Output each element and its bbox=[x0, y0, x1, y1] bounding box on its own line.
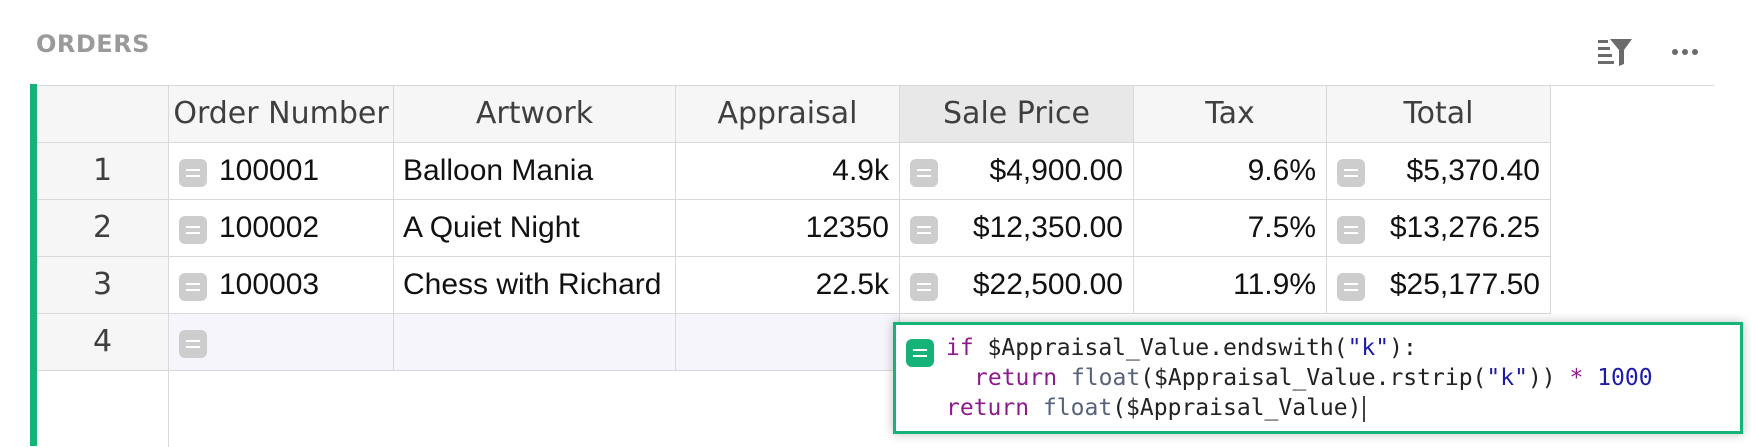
cell-order-number[interactable]: 100001 bbox=[169, 143, 394, 200]
code-text: ): bbox=[1389, 335, 1417, 361]
cell-total[interactable]: $13,276.25 bbox=[1327, 200, 1551, 257]
cell-order-number[interactable]: 100002 bbox=[169, 200, 394, 257]
code-string: "k" bbox=[1347, 335, 1390, 361]
row-number[interactable]: 2 bbox=[37, 200, 169, 257]
more-options-icon[interactable] bbox=[1667, 34, 1707, 70]
cell-artwork[interactable]: A Quiet Night bbox=[394, 200, 676, 257]
cell-text: $4,900.00 bbox=[989, 154, 1123, 187]
formula-icon[interactable] bbox=[1337, 216, 1365, 244]
cell-text: $22,500.00 bbox=[972, 268, 1123, 301]
code-keyword: return bbox=[946, 395, 1030, 421]
column-header-appraisal-value[interactable]: Appraisal Value bbox=[676, 86, 900, 143]
column-header-sale-price[interactable]: Sale Price bbox=[900, 86, 1134, 143]
code-function: float bbox=[1042, 395, 1113, 421]
code-operator: * bbox=[1569, 365, 1584, 391]
code-text: ($Appraisal_Value.rstrip( bbox=[1140, 365, 1487, 391]
cell-order-number[interactable]: 100003 bbox=[169, 257, 394, 314]
column-header-artwork[interactable]: Artwork bbox=[394, 86, 676, 143]
row-number-header[interactable] bbox=[37, 86, 169, 143]
cell-text: $13,276.25 bbox=[1389, 211, 1540, 244]
table-row: 3 100003 Chess with Richard 22.5k $22,50… bbox=[37, 257, 1714, 315]
cell-tax[interactable]: 7.5% bbox=[1134, 200, 1327, 257]
row-number[interactable]: 3 bbox=[37, 257, 169, 314]
formula-icon[interactable] bbox=[1337, 159, 1365, 187]
new-row: 4 bbox=[37, 314, 1714, 372]
formula-icon[interactable] bbox=[910, 159, 938, 187]
column-header-total[interactable]: Total bbox=[1327, 86, 1551, 143]
code-line-1: if $Appraisal_Value.endswith("k"): bbox=[946, 335, 1417, 361]
code-number: 1000 bbox=[1597, 365, 1653, 391]
cell-total[interactable]: $25,177.50 bbox=[1327, 257, 1551, 314]
cell-text: 100001 bbox=[219, 154, 320, 187]
reference-icon[interactable] bbox=[179, 159, 207, 187]
reference-icon[interactable] bbox=[179, 330, 207, 358]
row-number[interactable]: 1 bbox=[37, 143, 169, 200]
row-number[interactable]: 4 bbox=[37, 314, 169, 371]
active-section-indicator bbox=[30, 84, 37, 446]
cell-appraisal-value[interactable]: 22.5k bbox=[676, 257, 900, 314]
formula-editor[interactable]: if $Appraisal_Value.endswith("k"): retur… bbox=[893, 322, 1743, 434]
cell-appraisal-value[interactable] bbox=[676, 314, 900, 371]
cell-artwork[interactable]: Chess with Richard bbox=[394, 257, 676, 314]
section-title: ORDERS bbox=[36, 30, 150, 58]
code-keyword: if bbox=[946, 335, 974, 361]
cell-sale-price[interactable]: $4,900.00 bbox=[900, 143, 1134, 200]
table-row: 2 100002 A Quiet Night 12350 $12,350.00 … bbox=[37, 200, 1714, 258]
table-row: 1 100001 Balloon Mania 4.9k $4,900.00 9.… bbox=[37, 143, 1714, 201]
orders-table: Order Number Artwork Appraisal Value Sal… bbox=[37, 85, 1714, 447]
reference-icon[interactable] bbox=[179, 273, 207, 301]
cell-tax[interactable]: 11.9% bbox=[1134, 257, 1327, 314]
code-line-2: return float($Appraisal_Value.rstrip("k"… bbox=[974, 365, 1653, 391]
table-header-row: Order Number Artwork Appraisal Value Sal… bbox=[37, 86, 1714, 144]
formula-icon bbox=[906, 339, 934, 367]
cell-appraisal-value[interactable]: 4.9k bbox=[676, 143, 900, 200]
cell-text: 100003 bbox=[219, 268, 320, 301]
column-header-tax[interactable]: Tax bbox=[1134, 86, 1327, 143]
code-string: "k" bbox=[1486, 365, 1528, 391]
cell-text: $25,177.50 bbox=[1389, 268, 1540, 301]
code-text: $Appraisal_Value.endswith( bbox=[973, 335, 1348, 361]
code-keyword: return bbox=[974, 365, 1058, 391]
text-cursor bbox=[1363, 395, 1366, 422]
cell-artwork[interactable] bbox=[394, 314, 676, 371]
sort-filter-icon[interactable] bbox=[1594, 34, 1634, 70]
cell-text: $12,350.00 bbox=[972, 211, 1123, 244]
cell-total[interactable]: $5,370.40 bbox=[1327, 143, 1551, 200]
formula-icon[interactable] bbox=[910, 273, 938, 301]
code-text: ($Appraisal_Value) bbox=[1112, 395, 1362, 421]
reference-icon[interactable] bbox=[179, 216, 207, 244]
cell-text: $5,370.40 bbox=[1406, 154, 1540, 187]
code-line-3: return float($Appraisal_Value) bbox=[946, 395, 1366, 422]
cell-text: 100002 bbox=[219, 211, 320, 244]
cell-appraisal-value[interactable]: 12350 bbox=[676, 200, 900, 257]
code-text: )) bbox=[1527, 365, 1570, 391]
cell-artwork[interactable]: Balloon Mania bbox=[394, 143, 676, 200]
cell-order-number[interactable] bbox=[169, 314, 394, 371]
row-number-gutter bbox=[37, 371, 169, 447]
cell-sale-price[interactable]: $12,350.00 bbox=[900, 200, 1134, 257]
code-function: float bbox=[1070, 365, 1141, 391]
formula-icon[interactable] bbox=[910, 216, 938, 244]
column-header-order-number[interactable]: Order Number bbox=[169, 86, 394, 143]
cell-tax[interactable]: 9.6% bbox=[1134, 143, 1327, 200]
cell-sale-price[interactable]: $22,500.00 bbox=[900, 257, 1134, 314]
formula-icon[interactable] bbox=[1337, 273, 1365, 301]
